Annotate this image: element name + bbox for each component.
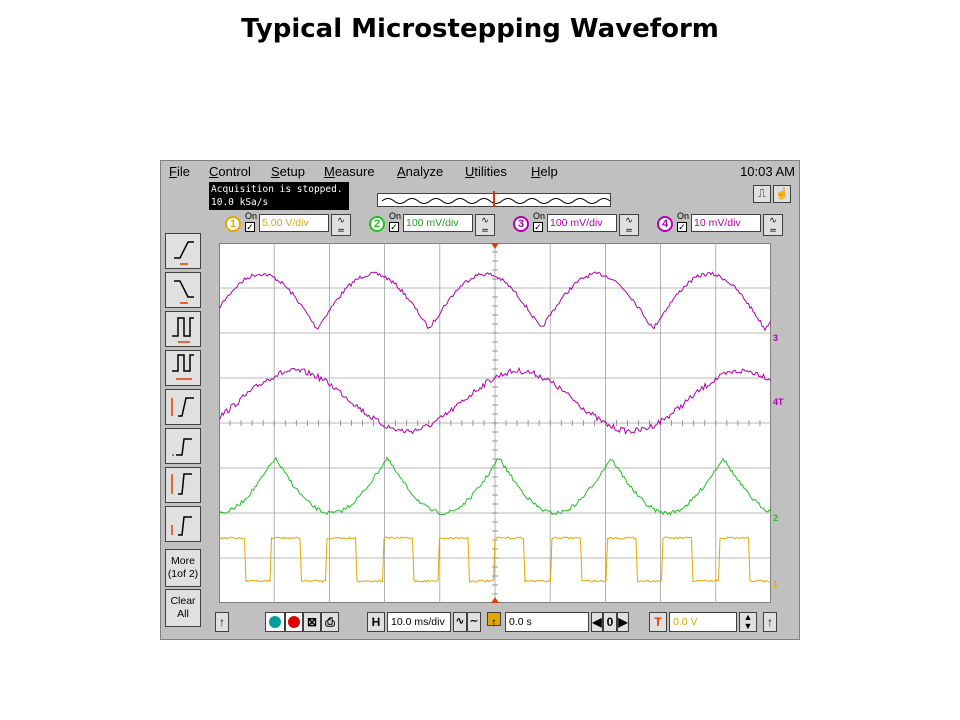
period-button[interactable] — [165, 350, 201, 386]
channel-2-marker: 2 — [773, 513, 779, 523]
clear-all-button[interactable]: Clear All — [165, 589, 201, 627]
menu-bar: File Control Setup Measure Analyze Utili… — [161, 161, 799, 181]
more-button[interactable]: More (1of 2) — [165, 549, 201, 587]
horizontal-label[interactable]: H — [367, 612, 385, 632]
status-line-2: 10.0 kSa/s — [211, 197, 269, 208]
channel-4-trigger-marker: 4T — [773, 397, 784, 407]
scroll-up-button-right[interactable]: ↑ — [763, 612, 777, 632]
menu-control[interactable]: Control — [209, 164, 251, 179]
scroll-up-button-left[interactable]: ↑ — [215, 612, 229, 632]
amplitude-icon — [172, 438, 192, 456]
waveform-display[interactable] — [218, 242, 772, 604]
channel-1-on-label: On — [245, 211, 258, 221]
falling-edge-icon — [174, 280, 194, 304]
channel-2-on-label: On — [389, 211, 402, 221]
acquisition-status: Acquisition is stopped. 10.0 kSa/s — [209, 182, 349, 210]
channel-2-badge[interactable]: 2 — [369, 216, 385, 232]
channel-1-scale[interactable]: 5.00 V/div — [259, 214, 329, 232]
channel-2-trace — [218, 456, 772, 516]
menu-file[interactable]: File — [169, 164, 190, 179]
run-icon — [269, 616, 281, 628]
delay-left-button[interactable]: ◀ — [591, 612, 603, 632]
clear-label: Clear — [170, 595, 196, 607]
checkbox-icon: ✓ — [677, 222, 687, 232]
more-page-label: (1of 2) — [167, 568, 199, 580]
period-icon — [172, 354, 194, 380]
channel-4-on[interactable]: On ✓ — [677, 212, 689, 232]
status-line-1: Acquisition is stopped. — [211, 184, 343, 195]
delay-field[interactable]: 0.0 s — [505, 612, 589, 632]
delay-marker-icon: ↑ — [487, 612, 501, 629]
time-scale-coarse-icon[interactable]: ∼ — [467, 612, 481, 632]
trigger-position-marker-bottom — [491, 597, 499, 603]
overshoot-button[interactable] — [165, 506, 201, 542]
trigger-position-marker-top — [491, 243, 499, 249]
channel-3-scale[interactable]: 100 mV/div — [547, 214, 617, 232]
rise-time-icon — [171, 397, 194, 417]
channel-1-trace — [218, 536, 771, 584]
channel-3-on[interactable]: On ✓ — [533, 212, 545, 232]
waveform-graticule — [218, 242, 772, 604]
checkbox-icon: ✓ — [245, 222, 255, 232]
time-scale-fine-icon[interactable]: ∿ — [453, 612, 467, 632]
overshoot-icon — [171, 516, 192, 536]
time-scale-field[interactable]: 10.0 ms/div — [387, 612, 451, 632]
checkbox-icon: ✓ — [389, 222, 399, 232]
clock: 10:03 AM — [740, 164, 795, 179]
run-button[interactable] — [265, 612, 285, 632]
trigger-label[interactable]: T — [649, 612, 667, 632]
delay-right-button[interactable]: ▶ — [617, 612, 629, 632]
mouse-mode-button[interactable]: ☝ — [773, 185, 791, 203]
oscilloscope-window: File Control Setup Measure Analyze Utili… — [160, 160, 800, 640]
slide-title: Typical Microstepping Waveform — [241, 14, 719, 44]
menu-analyze[interactable]: Analyze — [397, 164, 444, 179]
trigger-level-spinner[interactable]: ▲ ▼ — [739, 612, 757, 632]
channel-3-on-label: On — [533, 211, 546, 221]
peak-to-peak-icon — [171, 473, 192, 495]
menu-measure[interactable]: Measure — [324, 164, 375, 179]
channel-1-marker: 1 — [773, 579, 779, 589]
checkbox-icon: ✓ — [533, 222, 543, 232]
channel-1-badge[interactable]: 1 — [225, 216, 241, 232]
channel-2-scale[interactable]: 100 mV/div — [403, 214, 473, 232]
channel-3-trace — [218, 271, 772, 332]
all-label: All — [177, 608, 189, 620]
menu-utilities[interactable]: Utilities — [465, 164, 507, 179]
menu-setup[interactable]: Setup — [271, 164, 305, 179]
channel-2-on[interactable]: On ✓ — [389, 212, 401, 232]
channel-2-coupling-icon[interactable]: ∿ ≃ — [475, 214, 495, 236]
rise-time-button[interactable] — [165, 389, 201, 425]
peak-to-peak-button[interactable] — [165, 467, 201, 503]
menu-help[interactable]: Help — [531, 164, 558, 179]
run-mode-button[interactable]: ⎍ — [753, 185, 771, 203]
channel-4-trace — [218, 366, 772, 435]
channel-1-on[interactable]: On ✓ — [245, 212, 257, 232]
rising-edge-trigger-button[interactable] — [165, 233, 201, 269]
stop-icon — [288, 616, 300, 628]
channel-4-coupling-icon[interactable]: ∿ ≃ — [763, 214, 783, 236]
pulse-width-button[interactable] — [165, 311, 201, 347]
memory-position-marker — [493, 191, 495, 207]
more-label: More — [171, 555, 195, 567]
delay-zero-button[interactable]: 0 — [603, 612, 617, 632]
falling-edge-trigger-button[interactable] — [165, 272, 201, 308]
channel-4-on-label: On — [677, 211, 690, 221]
channel-4-badge[interactable]: 4 — [657, 216, 673, 232]
autoscale-button[interactable]: ⊠ — [303, 612, 321, 632]
channel-1-coupling-icon[interactable]: ∿ ≃ — [331, 214, 351, 236]
rising-edge-icon — [174, 241, 194, 265]
memory-waveform-icon — [381, 198, 611, 204]
stop-button[interactable] — [285, 612, 303, 632]
pulse-width-icon — [172, 317, 194, 343]
channel-4-scale[interactable]: 10 mV/div — [691, 214, 761, 232]
channel-3-badge[interactable]: 3 — [513, 216, 529, 232]
channel-3-marker: 3 — [773, 333, 779, 343]
amplitude-button[interactable] — [165, 428, 201, 464]
channel-3-coupling-icon[interactable]: ∿ ≃ — [619, 214, 639, 236]
print-button[interactable]: ⎙ — [321, 612, 339, 632]
trigger-level-field[interactable]: 0.0 V — [669, 612, 737, 632]
